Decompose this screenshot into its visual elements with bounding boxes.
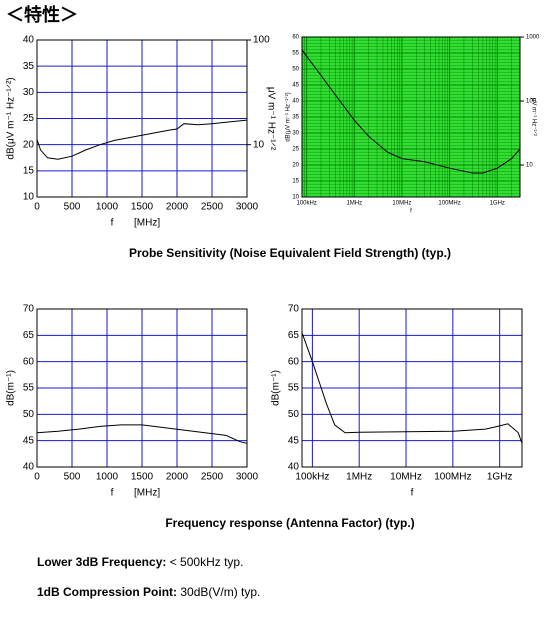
- y-tick-label: 40: [292, 99, 299, 105]
- data-line: [301, 332, 523, 444]
- x-tick-label: 100MHz: [434, 472, 471, 483]
- x-tick-label: 100kHz: [296, 201, 316, 207]
- y-tick-label: 40: [23, 35, 35, 46]
- y-tick-label: 20: [292, 163, 299, 169]
- y-axis-label: dB(μV m⁻¹ Hz⁻¹ᐟ²): [285, 92, 292, 141]
- x-tick-label: 1MHz: [346, 201, 362, 207]
- y-tick-label: 70: [288, 304, 300, 315]
- spec-value: 30dB(V/m) typ.: [180, 585, 260, 599]
- y2-tick-label: 100: [526, 99, 537, 105]
- x-tick-label: 500: [64, 202, 81, 213]
- y-tick-label: 60: [23, 356, 35, 367]
- plot-frame: [301, 36, 521, 198]
- x-axis-unit: [MHz]: [134, 218, 160, 229]
- x-tick-label: 100kHz: [295, 472, 329, 483]
- y-axis-label: dB(m⁻¹): [271, 370, 282, 406]
- y2-tick-label: 1000: [526, 35, 540, 41]
- y-tick-label: 30: [23, 87, 35, 98]
- y-tick-label: 70: [23, 304, 35, 315]
- x-tick-label: 1MHz: [346, 472, 372, 483]
- y-tick-label: 45: [23, 435, 35, 446]
- y-tick-label: 55: [288, 383, 300, 394]
- x-tick-label: 1GHz: [487, 472, 513, 483]
- y-tick-label: 35: [23, 61, 35, 72]
- y-tick-label: 40: [288, 462, 300, 473]
- x-tick-label: 2500: [201, 472, 224, 483]
- y2-tick-label: 10: [526, 163, 533, 169]
- data-line: [36, 424, 248, 444]
- y-tick-label: 25: [292, 147, 299, 153]
- y2-tick-label: 100: [253, 35, 270, 46]
- spec: 1dB Compression Point: 30dB(V/m) typ.: [37, 585, 260, 599]
- y2-tick-label: 10: [253, 139, 265, 150]
- plot-frame: [36, 39, 248, 198]
- y-tick-label: 45: [292, 83, 299, 89]
- x-tick-label: 1500: [131, 202, 154, 213]
- y-axis-label: dB(m⁻¹): [6, 370, 17, 406]
- x-axis-unit: [MHz]: [134, 488, 160, 499]
- caption: Probe Sensitivity (Noise Equivalent Fiel…: [129, 246, 451, 260]
- y-tick-label: 45: [288, 435, 300, 446]
- x-axis-label: f: [410, 209, 412, 215]
- data-line: [36, 119, 248, 160]
- header-title: ＜特性＞: [6, 4, 78, 25]
- x-tick-label: 2500: [201, 202, 224, 213]
- y2-axis-label: μV m⁻¹ Hz⁻¹ᐟ²: [265, 87, 276, 151]
- x-tick-label: 2000: [166, 202, 189, 213]
- plot-frame: [301, 308, 523, 468]
- spec-label: 1dB Compression Point:: [37, 585, 177, 599]
- x-tick-label: 10MHz: [390, 472, 422, 483]
- x-tick-label: 1000: [96, 472, 119, 483]
- plot-frame: [36, 308, 248, 468]
- data-line: [301, 49, 521, 174]
- x-axis-label: f: [111, 488, 114, 499]
- y-tick-label: 30: [292, 131, 299, 137]
- x-tick-label: 10MHz: [392, 201, 411, 207]
- x-tick-label: 2000: [166, 472, 189, 483]
- spec: Lower 3dB Frequency: < 500kHz typ.: [37, 555, 243, 569]
- x-tick-label: 500: [64, 472, 81, 483]
- spec-value: < 500kHz typ.: [170, 555, 244, 569]
- x-axis-label: f: [111, 218, 114, 229]
- y-tick-label: 10: [23, 192, 35, 203]
- x-axis-label: f: [411, 488, 414, 499]
- y-tick-label: 50: [23, 409, 35, 420]
- y-tick-label: 50: [292, 67, 299, 73]
- caption: Frequency response (Antenna Factor) (typ…: [165, 516, 414, 530]
- y-tick-label: 60: [288, 356, 300, 367]
- y-tick-label: 55: [292, 51, 299, 57]
- spec-label: Lower 3dB Frequency:: [37, 555, 166, 569]
- y-tick-label: 60: [292, 35, 299, 41]
- x-tick-label: 100MHz: [438, 201, 460, 207]
- y-tick-label: 35: [292, 115, 299, 121]
- x-tick-label: 1GHz: [490, 201, 505, 207]
- x-tick-label: 0: [34, 472, 40, 483]
- y-tick-label: 65: [23, 330, 35, 341]
- x-tick-label: 0: [34, 202, 40, 213]
- y-tick-label: 40: [23, 462, 35, 473]
- x-tick-label: 3000: [236, 472, 259, 483]
- x-tick-label: 1500: [131, 472, 154, 483]
- y-tick-label: 15: [23, 165, 35, 176]
- x-tick-label: 3000: [236, 202, 259, 213]
- y-axis-label: dB(μV m⁻¹ Hz⁻¹ᐟ²): [6, 77, 17, 159]
- y-tick-label: 25: [23, 113, 35, 124]
- y-tick-label: 65: [288, 330, 300, 341]
- y-tick-label: 50: [288, 409, 300, 420]
- y-tick-label: 10: [292, 195, 299, 201]
- y-tick-label: 20: [23, 139, 35, 150]
- y-tick-label: 15: [292, 179, 299, 185]
- y2-axis-label: μV m⁻¹ Hz⁻¹ᐟ²: [530, 98, 537, 136]
- x-tick-label: 1000: [96, 202, 119, 213]
- y-tick-label: 55: [23, 383, 35, 394]
